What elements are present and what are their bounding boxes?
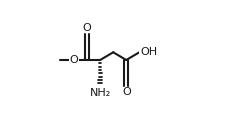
Text: O: O <box>82 23 91 33</box>
Text: OH: OH <box>139 47 156 57</box>
Text: O: O <box>69 55 78 65</box>
Text: NH₂: NH₂ <box>89 88 110 98</box>
Text: O: O <box>121 87 130 97</box>
